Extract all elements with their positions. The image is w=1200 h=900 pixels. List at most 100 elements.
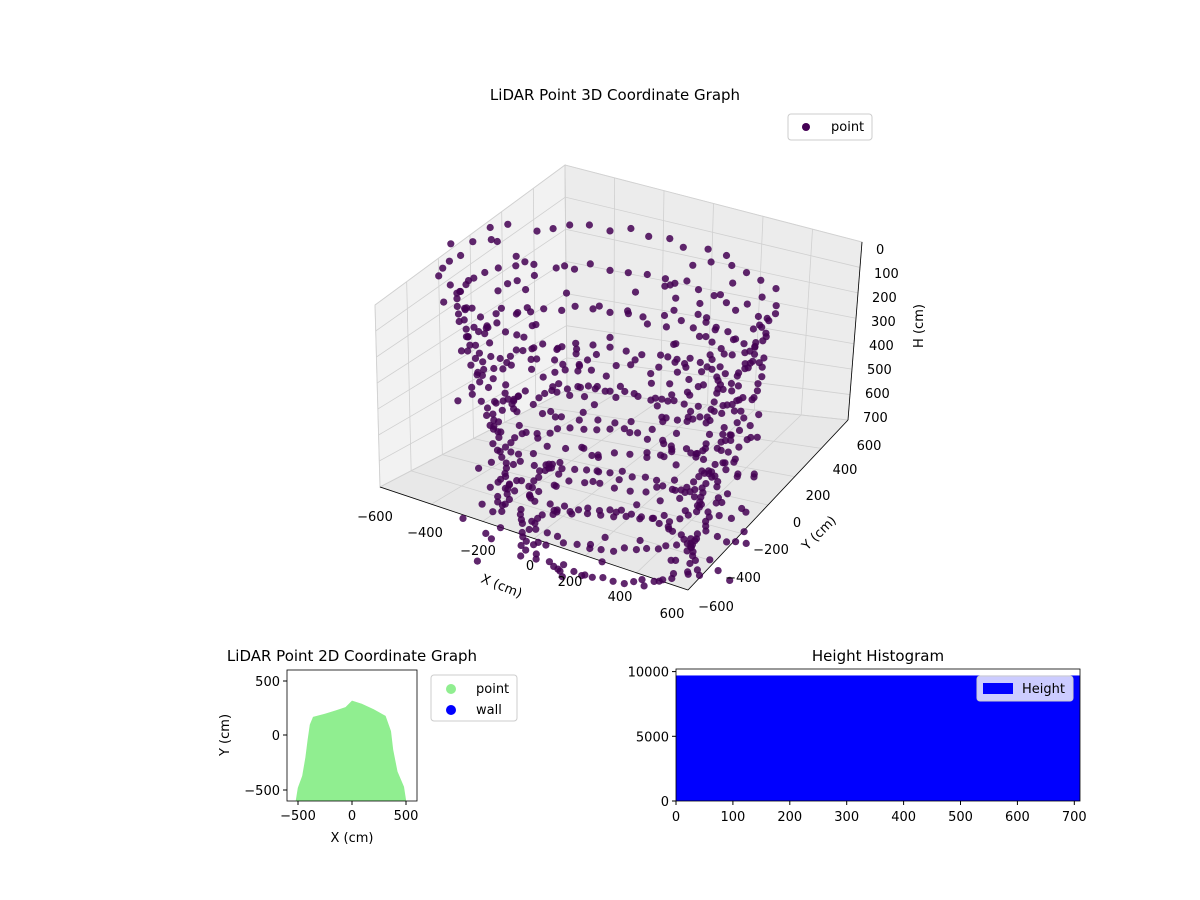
- point-3d: [562, 289, 571, 297]
- point-3d: [453, 302, 461, 311]
- point-3d: [698, 368, 706, 376]
- point-3d: [473, 371, 481, 379]
- point-3d: [468, 383, 476, 391]
- point-3d: [664, 397, 672, 405]
- point-3d: [686, 559, 694, 568]
- point-3d: [504, 280, 512, 288]
- point-3d: [533, 355, 541, 363]
- point-3d: [571, 465, 579, 473]
- point-3d: [566, 391, 574, 399]
- point-3d: [435, 272, 443, 280]
- point-3d: [580, 393, 589, 401]
- point-3d: [711, 460, 719, 469]
- point-3d: [493, 237, 501, 246]
- point-3d: [540, 305, 548, 313]
- point-3d: [526, 492, 534, 500]
- point-3d: [492, 399, 500, 407]
- point-3d: [453, 295, 461, 303]
- point-3d: [616, 382, 625, 390]
- point-3d: [497, 428, 505, 436]
- point-3d: [746, 347, 754, 355]
- point-3d: [609, 577, 617, 585]
- y-tick-label: 10000: [628, 666, 669, 681]
- point-3d: [528, 365, 536, 373]
- point-3d: [689, 324, 697, 332]
- point-3d: [601, 387, 609, 395]
- point-3d: [477, 397, 485, 405]
- point-3d: [723, 490, 732, 498]
- point-3d: [626, 450, 634, 458]
- point-3d: [587, 366, 596, 374]
- point-3d: [631, 288, 640, 296]
- point-3d: [606, 343, 614, 351]
- legend-3d-marker: [802, 123, 810, 131]
- point-3d: [525, 482, 533, 490]
- point-3d: [696, 358, 704, 367]
- point-3d: [680, 400, 688, 408]
- point-3d: [670, 306, 678, 314]
- point-3d: [558, 465, 566, 473]
- point-3d: [588, 451, 596, 460]
- point-3d: [475, 328, 483, 336]
- point-3d: [668, 445, 676, 453]
- point-3d: [515, 421, 523, 430]
- point-3d: [541, 389, 549, 398]
- point-3d: [468, 304, 476, 312]
- point-3d: [566, 221, 574, 229]
- point-3d: [760, 354, 768, 362]
- point-3d: [597, 546, 605, 554]
- point-3d: [584, 382, 593, 390]
- chart-3d: LiDAR Point 3D Coordinate Graph −600 −40…: [357, 86, 927, 622]
- point-3d: [551, 413, 560, 421]
- point-3d: [532, 555, 540, 563]
- x-tick-label: 0: [526, 559, 534, 574]
- point-3d: [655, 519, 663, 528]
- x-tick-label: −500: [280, 809, 316, 824]
- point-3d: [593, 467, 601, 475]
- point-3d: [710, 398, 718, 406]
- point-3d: [706, 416, 714, 425]
- point-3d: [565, 477, 573, 485]
- point-3d: [559, 539, 568, 547]
- point-3d: [733, 372, 741, 380]
- y-tick-label: 600: [857, 439, 882, 454]
- legend-2d: point wall: [430, 674, 518, 722]
- point-3d: [718, 409, 726, 417]
- point-3d: [534, 514, 542, 523]
- point-3d: [522, 537, 530, 545]
- point-3d: [517, 477, 526, 485]
- point-3d: [511, 434, 519, 442]
- point-3d: [715, 511, 723, 520]
- point-3d: [714, 567, 722, 575]
- point-3d: [461, 304, 469, 312]
- point-3d: [658, 395, 666, 403]
- point-cloud-3d: [435, 220, 780, 590]
- point-3d: [677, 317, 685, 325]
- point-3d: [756, 321, 764, 329]
- point-3d: [460, 316, 468, 324]
- point-3d: [595, 302, 603, 310]
- grid-line: [374, 304, 381, 488]
- point-3d: [662, 323, 671, 331]
- point-3d: [473, 557, 481, 565]
- point-3d: [490, 416, 498, 424]
- point-3d: [716, 291, 725, 299]
- point-3d: [512, 346, 520, 354]
- point-3d: [551, 356, 559, 364]
- point-3d: [720, 350, 728, 358]
- point-3d: [501, 389, 509, 397]
- point-3d: [728, 261, 736, 270]
- point-3d: [589, 341, 597, 349]
- point-3d: [727, 379, 736, 388]
- point-3d: [733, 419, 741, 427]
- point-3d: [748, 396, 756, 404]
- point-3d: [532, 321, 540, 329]
- point-3d: [457, 251, 465, 260]
- point-3d: [589, 305, 597, 313]
- point-3d: [552, 264, 560, 272]
- y-tick-label: −500: [244, 784, 280, 799]
- x-tick-label: 500: [394, 809, 419, 824]
- point-3d: [521, 258, 529, 266]
- point-3d: [514, 309, 522, 317]
- point-3d: [525, 525, 533, 534]
